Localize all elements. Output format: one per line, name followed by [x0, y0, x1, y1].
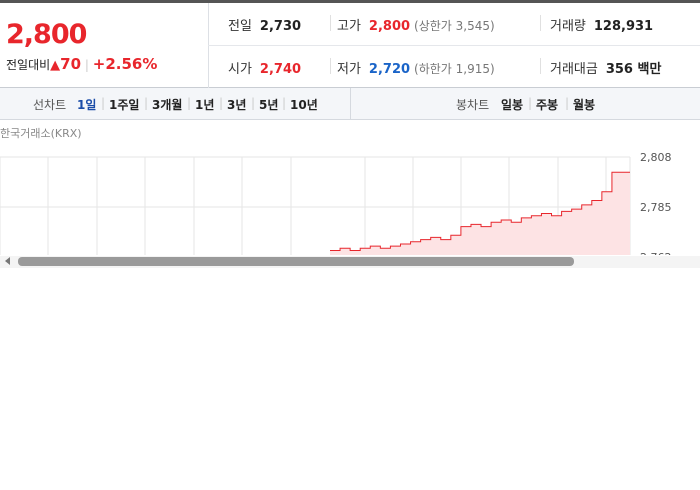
- divider: [330, 58, 331, 74]
- quote-panel: 2,800 전일대비▲70 | +2.56% 전일 2,730 고가 2,800 (상한…: [0, 0, 700, 88]
- line-tab[interactable]: 3년: [227, 98, 247, 112]
- tab-sep: |: [251, 96, 256, 110]
- tab-sep: |: [282, 96, 287, 110]
- up-icon: ▲: [50, 58, 61, 73]
- change: 전일대비▲70 | +2.56%: [6, 55, 158, 73]
- cell-value: 2,740: [259, 62, 302, 77]
- line-tab[interactable]: 1일: [77, 98, 97, 112]
- cell-value: 128,931: [593, 19, 654, 34]
- scroll-left[interactable]: [5, 257, 10, 265]
- candle-tab[interactable]: 주봉: [536, 98, 559, 112]
- tab-bar: 선차트 1일 1주일 | 3개월 | 1년 | 3년 | 5년 | 10년 | 봉차트 일봉 주봉 | 월봉 |: [0, 88, 700, 120]
- tab-sep: |: [219, 96, 224, 110]
- line-tab[interactable]: 1년: [195, 98, 215, 112]
- change-value: 70: [60, 55, 82, 73]
- source: 한국거래소(KRX): [0, 127, 82, 140]
- quote-cell: 거래대금 356 백만: [550, 58, 661, 77]
- cell-extra: (하한가 1,915): [414, 62, 495, 76]
- quote-cell: 저가 2,720 (하한가 1,915): [337, 58, 495, 77]
- tab-sep: |: [528, 96, 533, 110]
- quote-row: 시가 2,740 저가 2,720 (하한가 1,915) 거래대금 356 백만: [208, 46, 700, 88]
- quote-cell: 시가 2,740: [228, 58, 301, 77]
- tab-sep: |: [565, 96, 570, 110]
- line-tab[interactable]: 10년: [290, 98, 318, 112]
- area: [330, 172, 630, 260]
- divider: [540, 58, 541, 74]
- price-line: [330, 171, 630, 251]
- cell-label: 거래대금: [550, 62, 598, 77]
- divider: [540, 15, 541, 31]
- tab-group-label: 선차트: [33, 98, 67, 112]
- y-tick-label: 2,808: [640, 151, 672, 164]
- candle-tab[interactable]: 월봉: [573, 98, 596, 112]
- cell-value: 2,720: [368, 62, 411, 77]
- scroll-thumb[interactable]: [18, 257, 574, 266]
- tab-group-label: 봉차트: [456, 98, 490, 112]
- price: 2,800: [6, 19, 87, 50]
- line-tab[interactable]: 5년: [259, 98, 279, 112]
- cell-value: 2,800: [368, 19, 411, 34]
- tab-sep: |: [101, 96, 106, 110]
- cell-label: 고가: [337, 19, 361, 34]
- price-box: 2,800 전일대비▲70 | +2.56%: [0, 3, 209, 88]
- y-tick-label: 2,785: [640, 201, 672, 214]
- cell-label: 거래량: [550, 19, 586, 34]
- line-tab[interactable]: 3개월: [152, 98, 183, 112]
- change-label: 전일대비: [6, 58, 51, 72]
- cell-value: 356 백만: [605, 62, 662, 77]
- divider: [330, 15, 331, 31]
- tab-sep: |: [187, 96, 192, 110]
- quote-cell: 거래량 128,931: [550, 15, 653, 34]
- cell-label: 시가: [228, 62, 252, 77]
- tab-sep: |: [144, 96, 149, 110]
- cell-extra: (상한가 3,545): [414, 19, 495, 33]
- quote-cell: 전일 2,730: [228, 15, 301, 34]
- candle-tab[interactable]: 일봉: [501, 98, 524, 112]
- cell-value: 2,730: [259, 19, 302, 34]
- quote-row: 전일 2,730 고가 2,800 (상한가 3,545) 거래량 128,931: [208, 3, 700, 46]
- quote-cell: 고가 2,800 (상한가 3,545): [337, 15, 495, 34]
- tab-divider: [350, 88, 351, 119]
- change-pct: +2.56%: [92, 55, 158, 73]
- cell-label: 저가: [337, 62, 361, 77]
- cell-label: 전일: [228, 19, 252, 34]
- line-tab[interactable]: 1주일: [109, 98, 140, 112]
